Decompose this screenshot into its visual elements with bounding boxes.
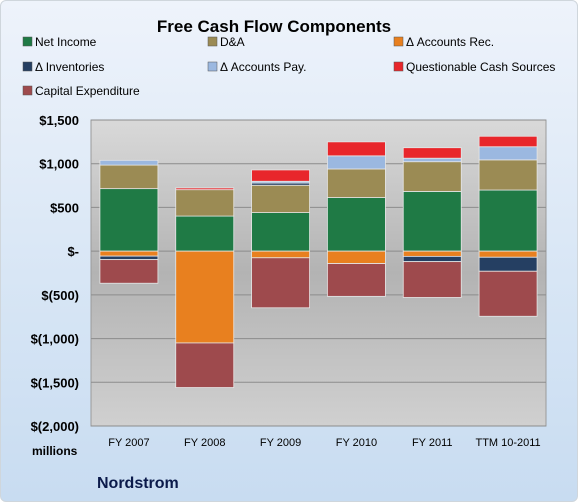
bar-inventories xyxy=(478,256,538,272)
y-tick-label: $(1,500) xyxy=(31,375,79,390)
legend-item-capital-expenditure: Capital Expenditure xyxy=(22,84,140,98)
bar-inventories xyxy=(402,255,462,263)
legend-swatch xyxy=(22,36,33,47)
bar-questionable-cash-sources xyxy=(402,147,462,159)
bar-questionable-cash-sources xyxy=(327,141,386,157)
bar-accounts-rec xyxy=(402,250,462,257)
legend-swatch xyxy=(393,36,404,47)
bar-capital-expenditure xyxy=(99,259,159,284)
gridlines xyxy=(91,119,546,427)
bar-d-a xyxy=(175,189,235,217)
y-tick-label: $500 xyxy=(50,200,79,215)
y-axis-ticks: $1,500 $1,000 $500 $- $(500) $(1,000) $(1,500)… xyxy=(31,113,79,434)
legend-swatch xyxy=(22,85,33,96)
y-tick-label: $- xyxy=(67,244,79,259)
legend-label: Δ Accounts Pay. xyxy=(220,60,307,74)
bars xyxy=(99,135,538,388)
bar-d-a xyxy=(402,161,462,192)
bar-capital-expenditure xyxy=(402,261,462,298)
legend-item-d-a: D&A xyxy=(207,35,245,49)
bar-accounts-pay xyxy=(478,146,538,161)
bar-capital-expenditure xyxy=(175,342,235,388)
legend-swatch xyxy=(393,61,404,72)
bar-net-income xyxy=(99,188,159,252)
x-tick-label: FY 2010 xyxy=(336,437,377,449)
bar-capital-expenditure xyxy=(251,257,310,309)
y-tick-label: $1,000 xyxy=(39,157,79,172)
legend-item-questionable-cash-sources: Questionable Cash Sources xyxy=(393,60,555,74)
bar-d-a xyxy=(478,159,538,191)
bar-questionable-cash-sources xyxy=(175,187,235,191)
x-axis-ticks: FY 2007 FY 2008 FY 2009 FY 2010 FY 2011 TTM 1… xyxy=(108,437,540,449)
legend-label: Net Income xyxy=(35,35,97,49)
bar-accounts-rec xyxy=(99,250,159,257)
bar-net-income xyxy=(478,189,538,252)
legend-label: Questionable Cash Sources xyxy=(406,60,555,74)
y-tick-label: $1,500 xyxy=(39,113,79,128)
bar-net-income xyxy=(251,212,310,252)
y-tick-label: $(1,000) xyxy=(31,332,79,347)
legend-item-inventories: Δ Inventories xyxy=(22,60,104,74)
legend-swatch xyxy=(207,36,218,47)
x-tick-label: FY 2008 xyxy=(184,437,225,449)
bar-d-a xyxy=(99,164,159,190)
company-name: Nordstrom xyxy=(97,475,179,492)
x-tick-label: TTM 10-2011 xyxy=(475,437,540,449)
legend-label: D&A xyxy=(220,35,245,49)
legend-label: Δ Accounts Rec. xyxy=(406,35,494,49)
legend-item-net-income: Net Income xyxy=(22,35,97,49)
chart-title: Free Cash Flow Components xyxy=(157,17,391,36)
legend-swatch xyxy=(22,61,33,72)
bar-net-income xyxy=(327,197,386,252)
x-tick-label: FY 2009 xyxy=(260,437,301,449)
legend-label: Δ Inventories xyxy=(35,60,104,74)
bar-accounts-pay xyxy=(327,155,386,170)
unit-label: millions xyxy=(32,444,78,458)
x-tick-label: FY 2011 xyxy=(412,437,453,449)
bar-accounts-rec xyxy=(175,250,235,344)
bar-capital-expenditure xyxy=(478,270,538,317)
y-tick-label: $(500) xyxy=(41,288,79,303)
legend-swatch xyxy=(207,61,218,72)
bar-accounts-pay xyxy=(402,157,462,163)
bar-net-income xyxy=(175,215,235,252)
plot-area xyxy=(90,119,547,427)
bar-d-a xyxy=(251,184,310,213)
bar-accounts-pay xyxy=(99,159,159,166)
bar-questionable-cash-sources xyxy=(478,135,538,148)
bar-inventories xyxy=(99,255,159,261)
y-tick-label: $(2,000) xyxy=(31,419,79,434)
bar-capital-expenditure xyxy=(327,263,386,297)
legend-item-accounts-pay: Δ Accounts Pay. xyxy=(207,60,307,74)
bar-net-income xyxy=(402,191,462,252)
bar-questionable-cash-sources xyxy=(251,169,310,182)
bar-d-a xyxy=(327,168,386,198)
legend-label: Capital Expenditure xyxy=(35,84,140,98)
legend: Net Income D&A Δ Accounts Rec. Δ Inventorie… xyxy=(22,35,555,98)
bar-accounts-rec xyxy=(251,250,310,259)
x-tick-label: FY 2007 xyxy=(108,437,149,449)
legend-item-accounts-rec: Δ Accounts Rec. xyxy=(393,35,494,49)
bar-accounts-rec xyxy=(478,250,538,258)
bar-accounts-rec xyxy=(327,250,386,264)
